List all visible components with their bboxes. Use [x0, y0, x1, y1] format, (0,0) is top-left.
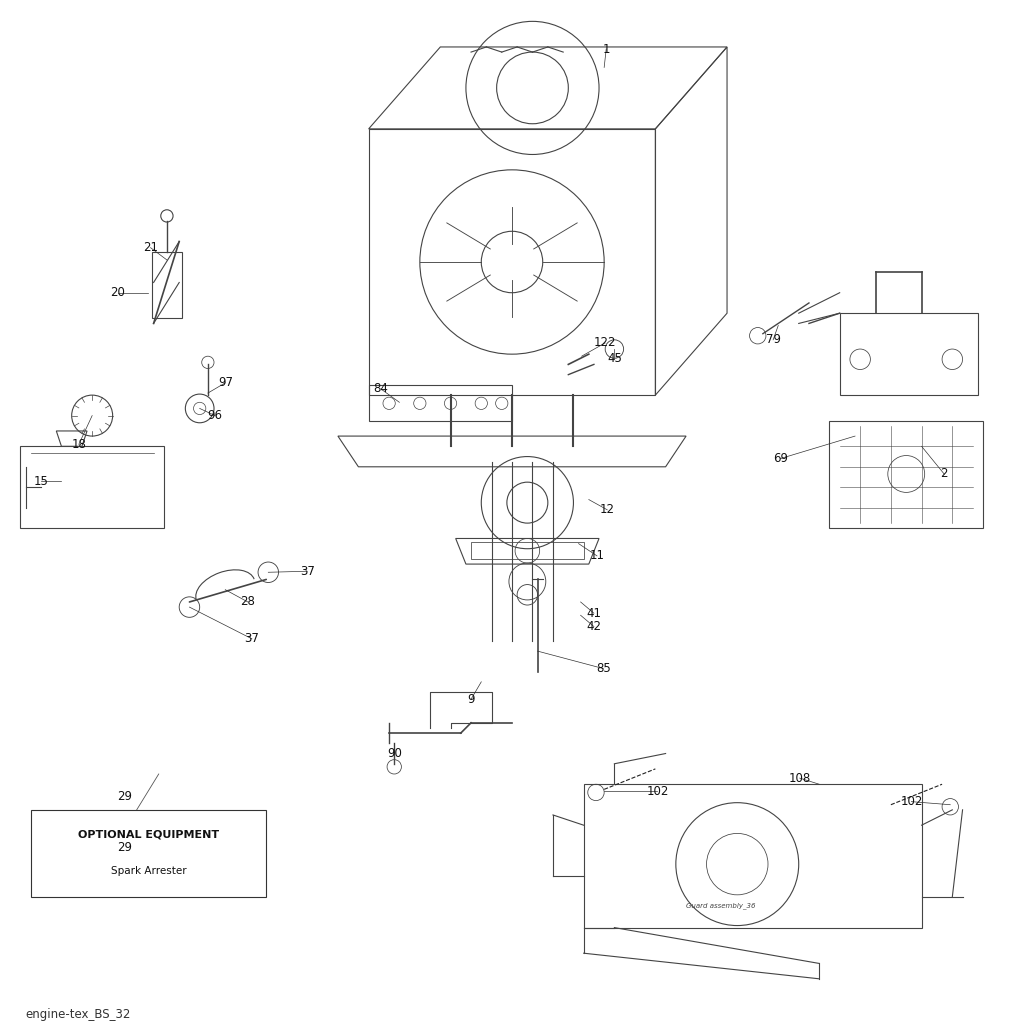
FancyBboxPatch shape: [31, 810, 266, 897]
Text: 69: 69: [773, 452, 787, 465]
Text: 9: 9: [467, 693, 475, 706]
Text: 12: 12: [600, 503, 614, 516]
Text: Guard assembly_36: Guard assembly_36: [686, 902, 756, 909]
Text: 41: 41: [587, 607, 601, 620]
Text: 37: 37: [300, 565, 314, 578]
Text: OPTIONAL EQUIPMENT: OPTIONAL EQUIPMENT: [78, 829, 219, 839]
Text: 108: 108: [788, 772, 811, 784]
Text: 11: 11: [590, 549, 604, 563]
Text: 42: 42: [587, 620, 601, 633]
Text: 102: 102: [900, 796, 923, 808]
Text: 97: 97: [218, 376, 232, 390]
Text: 37: 37: [245, 632, 259, 645]
Text: Spark Arrester: Spark Arrester: [111, 866, 186, 875]
Text: 2: 2: [940, 467, 948, 481]
Text: 45: 45: [607, 352, 622, 365]
Text: 85: 85: [596, 662, 610, 675]
Text: 84: 84: [374, 382, 388, 396]
Text: 90: 90: [387, 747, 401, 760]
Text: 18: 18: [72, 438, 86, 451]
Text: 21: 21: [143, 241, 158, 254]
Text: 96: 96: [208, 409, 222, 422]
Text: 28: 28: [241, 596, 255, 608]
Text: 29: 29: [118, 790, 132, 803]
Text: 1: 1: [602, 42, 610, 56]
Text: 79: 79: [766, 334, 780, 346]
Text: 102: 102: [646, 785, 669, 798]
Text: 20: 20: [111, 286, 125, 299]
Text: 122: 122: [594, 337, 616, 349]
Text: engine-tex_BS_32: engine-tex_BS_32: [26, 1008, 131, 1021]
Text: 29: 29: [118, 841, 132, 855]
Text: 15: 15: [34, 474, 48, 488]
